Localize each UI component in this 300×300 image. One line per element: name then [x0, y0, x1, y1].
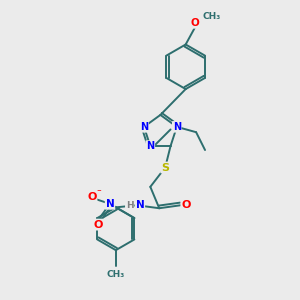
Text: O: O: [94, 220, 104, 230]
Text: O: O: [181, 200, 191, 210]
Text: O: O: [88, 192, 97, 202]
Text: ⁻: ⁻: [97, 188, 101, 197]
Text: CH₃: CH₃: [203, 12, 221, 21]
Text: O: O: [190, 18, 199, 28]
Text: N: N: [136, 200, 144, 210]
Text: N: N: [140, 122, 148, 132]
Text: S: S: [161, 163, 169, 172]
Text: N: N: [106, 199, 114, 209]
Text: H: H: [126, 201, 134, 210]
Text: N: N: [173, 122, 181, 132]
Text: N: N: [146, 141, 154, 151]
Text: CH₃: CH₃: [107, 270, 125, 279]
